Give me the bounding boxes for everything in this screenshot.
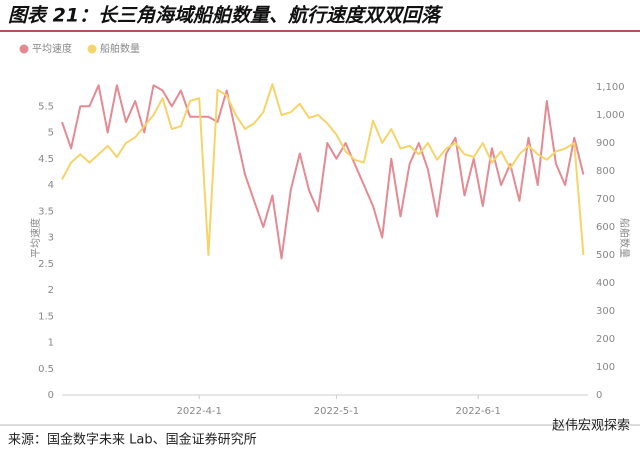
legend-label: 平均速度 [32, 42, 72, 55]
y-tick-label: 3 [48, 233, 54, 244]
x-tick-label: 2022-6-1 [456, 406, 501, 417]
legend-swatch [19, 44, 29, 54]
legend-label: 船舶数量 [100, 42, 140, 55]
y2-axis-label: 船舶数量 [618, 218, 631, 258]
y2-tick-label: 600 [596, 222, 615, 233]
series-line [61, 84, 585, 260]
source: 来源：国金数字未来 Lab、国金证券研究所 [8, 432, 257, 448]
y-tick-label: 2 [48, 285, 54, 296]
y2-tick-label: 700 [596, 194, 615, 205]
y2-tick-label: 300 [596, 306, 615, 317]
y-tick-label: 1 [48, 338, 54, 349]
y-axis-label: 平均速度 [29, 218, 42, 258]
y2-tick-label: 900 [596, 138, 615, 149]
y2-tick-label: 100 [596, 362, 615, 373]
y-tick-label: 5.5 [38, 101, 54, 112]
y2-tick-label: 0 [596, 390, 602, 401]
watermark: 赵伟宏观探索 [552, 419, 630, 434]
y-tick-label: 4.5 [38, 154, 54, 165]
chart-title: 图表 21：长三角海域船舶数量、航行速度双双回落 [8, 5, 443, 27]
series-line [61, 83, 585, 256]
y2-tick-label: 1,000 [596, 110, 625, 121]
x-tick-label: 2022-5-1 [314, 406, 359, 417]
y-tick-label: 3.5 [38, 206, 54, 217]
y2-tick-label: 400 [596, 278, 615, 289]
y2-tick-label: 800 [596, 166, 615, 177]
y-tick-label: 1.5 [38, 311, 54, 322]
y-tick-label: 0.5 [38, 364, 54, 375]
y-tick-label: 5 [48, 128, 54, 139]
y-tick-label: 2.5 [38, 259, 54, 270]
y2-tick-label: 1,100 [596, 82, 625, 93]
x-tick-label: 2022-4-1 [177, 406, 222, 417]
legend-swatch [87, 44, 97, 54]
y-tick-label: 0 [48, 390, 54, 401]
y-tick-label: 4 [48, 180, 54, 191]
y2-tick-label: 500 [596, 250, 615, 261]
y2-tick-label: 200 [596, 334, 615, 345]
